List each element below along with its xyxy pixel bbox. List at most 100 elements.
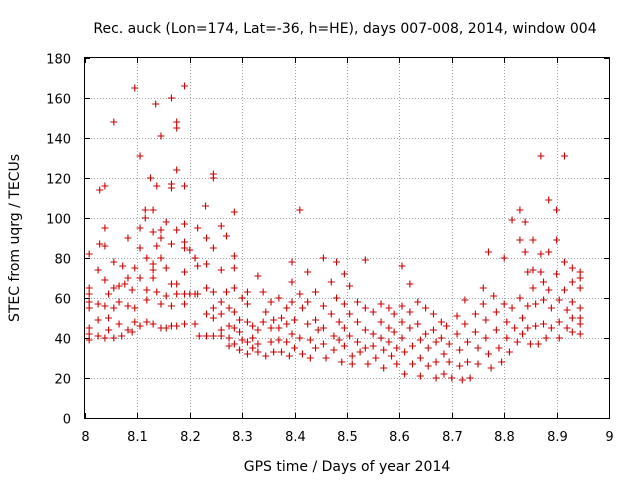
- data-point: [162, 218, 170, 226]
- data-point: [482, 316, 490, 324]
- data-point: [406, 280, 414, 288]
- data-point: [505, 348, 513, 356]
- x-tick-label: 8.1: [127, 430, 148, 445]
- data-points: [85, 82, 584, 384]
- data-point: [453, 330, 461, 338]
- data-point: [563, 324, 571, 332]
- data-point: [553, 236, 561, 244]
- data-point: [398, 318, 406, 326]
- data-point: [85, 330, 93, 338]
- data-point: [181, 220, 189, 228]
- data-point: [519, 314, 527, 322]
- data-point: [327, 310, 335, 318]
- data-point: [498, 358, 506, 366]
- data-point: [136, 152, 144, 160]
- data-point: [312, 288, 320, 296]
- data-point: [319, 324, 327, 332]
- data-point: [157, 300, 165, 308]
- data-point: [327, 278, 335, 286]
- axis-ticks: 8 8.1 8.2 8.3 8.4 8.5 8.6 8.7 8.8 8.9 9 0 20 40 60 80 10…: [46, 53, 613, 446]
- data-point: [249, 334, 257, 342]
- data-point: [181, 182, 189, 190]
- data-point: [173, 322, 181, 330]
- data-point: [149, 274, 157, 282]
- data-point: [225, 334, 233, 342]
- data-point: [443, 322, 451, 330]
- data-point: [511, 324, 519, 332]
- data-point: [110, 118, 118, 126]
- data-point: [361, 344, 369, 352]
- data-point: [314, 326, 322, 334]
- data-point: [422, 330, 430, 338]
- data-point: [275, 294, 283, 302]
- data-point: [136, 274, 144, 282]
- data-point: [416, 336, 424, 344]
- data-point: [555, 318, 563, 326]
- data-point: [464, 338, 472, 346]
- data-point: [304, 268, 312, 276]
- data-point: [576, 330, 584, 338]
- data-point: [495, 344, 503, 352]
- data-point: [422, 304, 430, 312]
- data-point: [141, 206, 149, 214]
- data-point: [288, 330, 296, 338]
- data-point: [230, 252, 238, 260]
- data-point: [105, 314, 113, 322]
- data-point: [128, 286, 136, 294]
- data-point: [429, 326, 437, 334]
- data-point: [576, 284, 584, 292]
- data-point: [225, 342, 233, 350]
- data-point: [540, 278, 547, 286]
- data-point: [398, 334, 406, 342]
- data-point: [209, 314, 217, 322]
- data-point: [94, 300, 102, 308]
- data-point: [388, 352, 396, 360]
- data-point: [500, 300, 508, 308]
- data-point: [490, 292, 498, 300]
- data-point: [380, 364, 388, 372]
- data-point: [203, 284, 211, 292]
- data-point: [346, 310, 354, 318]
- data-point: [576, 320, 584, 328]
- data-point: [458, 376, 466, 384]
- data-point: [191, 254, 199, 262]
- data-point: [340, 300, 348, 308]
- x-tick-label: 8.4: [285, 430, 306, 445]
- data-point: [162, 264, 170, 272]
- y-tick-label: 180: [46, 53, 71, 68]
- y-axis-label: STEC from uqrg / TECUs: [7, 154, 23, 322]
- x-tick-label: 8.8: [494, 430, 515, 445]
- data-point: [202, 202, 210, 210]
- data-point: [377, 334, 385, 342]
- data-point: [306, 336, 314, 344]
- data-point: [576, 268, 584, 276]
- data-point: [101, 276, 109, 284]
- data-point: [217, 222, 225, 230]
- data-point: [230, 284, 238, 292]
- data-point: [143, 296, 151, 304]
- data-point: [487, 364, 495, 372]
- data-point: [432, 338, 440, 346]
- data-point: [222, 288, 230, 296]
- data-point: [461, 296, 469, 304]
- data-point: [409, 360, 416, 368]
- data-point: [209, 332, 217, 340]
- chart-title: Rec. auck (Lon=174, Lat=-36, h=HE), days…: [93, 21, 596, 37]
- data-point: [560, 286, 568, 294]
- data-point: [101, 242, 109, 250]
- data-point: [369, 308, 377, 316]
- data-point: [105, 326, 113, 334]
- data-point: [424, 362, 432, 370]
- data-point: [330, 346, 338, 354]
- data-point: [319, 254, 327, 262]
- data-point: [340, 270, 348, 278]
- data-point: [285, 352, 293, 360]
- data-point: [521, 218, 529, 226]
- data-point: [85, 250, 93, 258]
- data-point: [471, 310, 479, 318]
- y-tick-label: 160: [46, 93, 71, 108]
- data-point: [503, 318, 511, 326]
- y-tick-label: 0: [63, 413, 71, 428]
- data-point: [414, 320, 422, 328]
- data-point: [406, 324, 414, 332]
